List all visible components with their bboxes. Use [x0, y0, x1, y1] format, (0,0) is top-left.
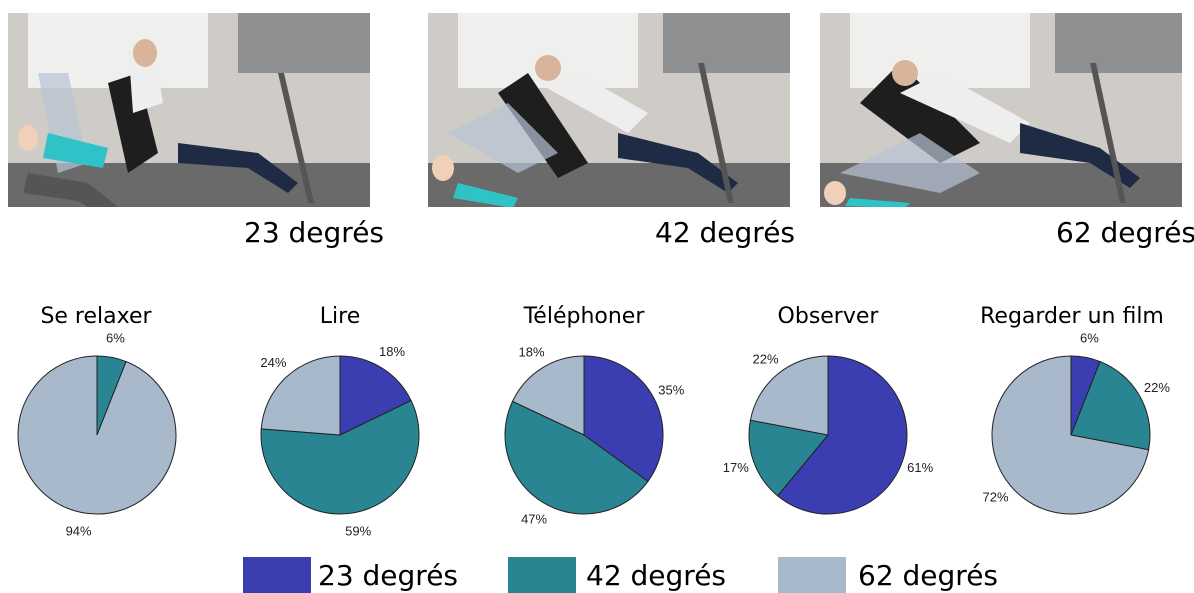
legend-swatch-23: [243, 557, 311, 593]
pie-label-0-1: 6%: [106, 331, 125, 346]
chart-title-observer: Observer: [777, 304, 879, 329]
photo-23-degres: [8, 13, 370, 207]
chart-title-se-relaxer: Se relaxer: [40, 304, 152, 329]
pie-slice-4-2: [991, 355, 1150, 515]
pie-label-1-0: 18%: [379, 344, 405, 359]
legend-label-62: 62 degrés: [858, 559, 999, 592]
pie-label-3-1: 17%: [723, 460, 749, 475]
photo-62-degres: [820, 13, 1182, 207]
chart-title-lire: Lire: [319, 304, 361, 329]
pie-slice-2-1: [504, 400, 649, 515]
photo-label-42: 42 degrés: [655, 216, 796, 249]
pie-slice-3-2: [749, 355, 829, 436]
pie-label-2-1: 47%: [521, 511, 547, 526]
pie-slice-1-1: [260, 399, 420, 515]
chart-title-regarder-un-film: Regarder un film: [980, 304, 1164, 329]
pie-label-1-1: 59%: [345, 523, 371, 538]
pie-slice-2-2: [511, 355, 585, 436]
pie-slice-2-0: [583, 355, 664, 483]
pie-slice-0-2: [17, 355, 177, 515]
pie-slice-3-0: [776, 355, 908, 515]
pie-slice-3-1: [748, 419, 829, 497]
pie-label-4-0: 6%: [1080, 331, 1099, 346]
pie-label-3-2: 22%: [752, 352, 778, 367]
pie-slice-1-2: [260, 355, 341, 436]
pie-slice-0-1: [96, 355, 127, 436]
pie-label-1-2: 24%: [260, 355, 286, 370]
photo-label-62: 62 degrés: [1056, 216, 1194, 249]
legend-label-23: 23 degrés: [318, 559, 459, 592]
pie-label-4-2: 72%: [982, 490, 1008, 505]
legend-swatch-62: [778, 557, 846, 593]
pie-label-3-0: 61%: [907, 460, 933, 475]
pie-label-2-2: 18%: [518, 344, 544, 359]
photo-42-degres: [428, 13, 790, 207]
chart-title-telephoner: Téléphoner: [523, 304, 645, 329]
pie-slice-4-0: [1070, 355, 1101, 436]
pie-label-0-2: 94%: [66, 523, 92, 538]
photo-label-23: 23 degrés: [244, 216, 385, 249]
legend-swatch-42: [508, 557, 576, 593]
pie-label-4-1: 22%: [1144, 380, 1170, 395]
pie-label-2-0: 35%: [658, 383, 684, 398]
pie-slice-4-1: [1070, 360, 1151, 451]
pie-slice-1-0: [339, 355, 412, 436]
legend-label-42: 42 degrés: [586, 559, 727, 592]
